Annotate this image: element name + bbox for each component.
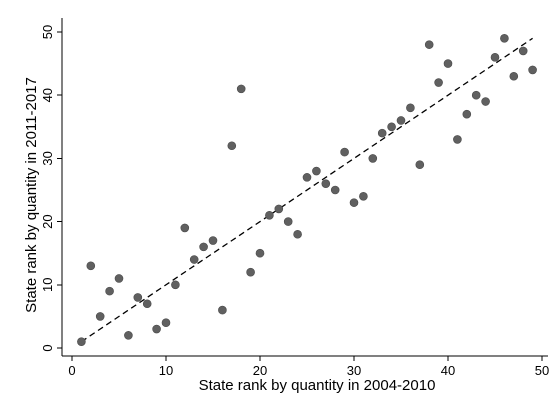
data-point bbox=[246, 267, 255, 277]
data-point bbox=[387, 122, 396, 132]
data-point bbox=[396, 116, 406, 125]
data-point bbox=[283, 217, 293, 226]
x-tick-label: 50 bbox=[535, 363, 549, 378]
axes: 0 10 20 30 40 50 0 10 20 30 40 50 bbox=[40, 18, 549, 378]
data-point bbox=[415, 160, 425, 170]
data-point bbox=[471, 90, 481, 100]
data-point bbox=[274, 204, 284, 214]
data-point bbox=[95, 312, 105, 321]
data-point bbox=[509, 71, 519, 81]
y-tick-label: 40 bbox=[40, 88, 55, 102]
y-axis-ticks: 0 10 20 30 40 50 bbox=[40, 25, 62, 352]
data-point bbox=[114, 274, 124, 283]
data-point bbox=[236, 84, 246, 94]
data-point bbox=[424, 40, 434, 49]
data-point bbox=[349, 198, 359, 207]
data-point bbox=[293, 229, 302, 239]
data-point bbox=[133, 293, 143, 302]
data-point bbox=[302, 173, 312, 182]
x-tick-label: 20 bbox=[253, 363, 267, 378]
data-point bbox=[312, 166, 321, 176]
x-tick-label: 40 bbox=[441, 363, 455, 378]
data-point bbox=[321, 179, 331, 188]
data-point bbox=[152, 324, 161, 334]
data-point bbox=[171, 280, 180, 290]
data-point bbox=[528, 65, 537, 75]
data-point bbox=[500, 34, 509, 43]
x-axis-ticks: 0 10 20 30 40 50 bbox=[68, 356, 549, 378]
data-point bbox=[490, 52, 500, 62]
data-point bbox=[340, 147, 349, 157]
x-axis-title: State rank by quantity in 2004-2010 bbox=[199, 377, 436, 394]
x-tick-label: 30 bbox=[347, 363, 361, 378]
x-tick-label: 0 bbox=[68, 363, 75, 378]
data-point bbox=[434, 78, 443, 87]
data-point bbox=[265, 210, 274, 220]
y-axis-title: State rank by quantity in 2011-2017 bbox=[23, 77, 40, 313]
data-point bbox=[105, 286, 114, 296]
data-point bbox=[227, 141, 237, 151]
data-point bbox=[189, 255, 199, 264]
data-point bbox=[453, 135, 462, 144]
data-point bbox=[330, 185, 340, 195]
data-point bbox=[481, 97, 490, 106]
y-tick-label: 30 bbox=[40, 151, 55, 165]
fit-line-layer bbox=[81, 37, 533, 343]
data-point bbox=[161, 318, 171, 328]
x-tick-label: 10 bbox=[159, 363, 173, 378]
y-tick-label: 20 bbox=[40, 214, 55, 228]
data-point bbox=[86, 261, 96, 271]
y-tick-label: 0 bbox=[40, 344, 55, 351]
data-point bbox=[406, 103, 415, 113]
data-point bbox=[218, 305, 227, 315]
data-point bbox=[180, 223, 190, 233]
data-point bbox=[518, 46, 528, 56]
data-point bbox=[124, 331, 133, 340]
data-point bbox=[359, 192, 368, 201]
data-point bbox=[462, 109, 472, 119]
data-point bbox=[142, 299, 152, 309]
data-point bbox=[208, 236, 218, 245]
y-tick-label: 10 bbox=[40, 278, 55, 292]
data-points bbox=[77, 34, 537, 346]
y-tick-label: 50 bbox=[40, 25, 55, 39]
data-point bbox=[377, 128, 387, 138]
dashed-fit-line bbox=[81, 37, 533, 343]
data-point bbox=[77, 337, 86, 346]
data-point bbox=[443, 59, 453, 68]
data-point bbox=[255, 248, 265, 258]
data-point bbox=[368, 154, 378, 163]
data-point bbox=[199, 242, 208, 252]
